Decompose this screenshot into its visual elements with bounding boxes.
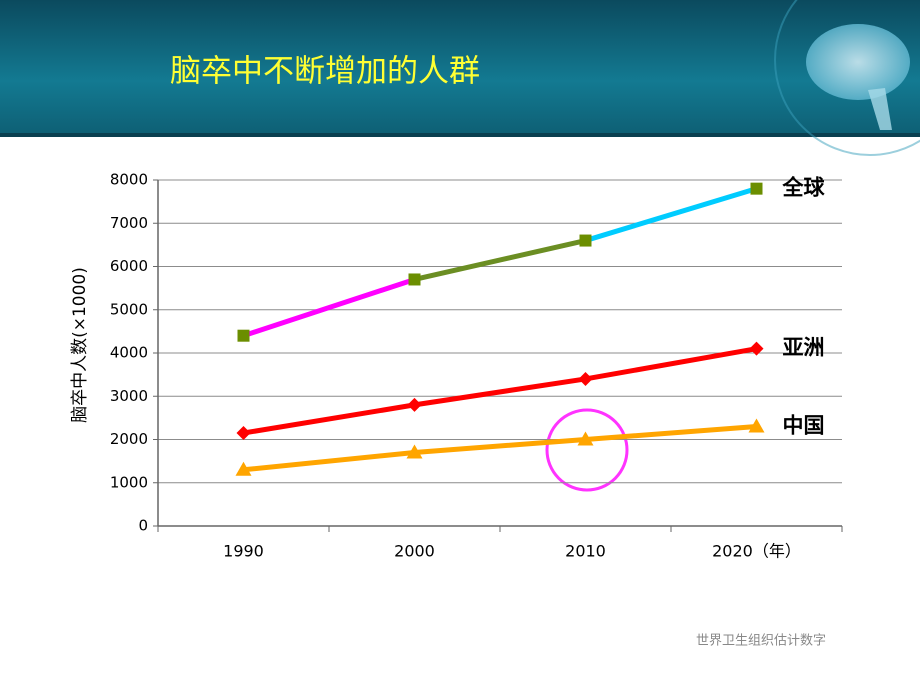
y-tick-label: 6000	[110, 257, 148, 275]
x-tick-label: 2010	[565, 542, 606, 561]
series-line	[243, 424, 757, 473]
series-line	[243, 346, 757, 436]
marker	[235, 461, 252, 476]
marker	[236, 426, 251, 441]
x-tick-label: 1990	[223, 542, 264, 561]
y-axis-label: 脑卒中人数(×1000)	[70, 267, 90, 423]
slide-title: 脑卒中不断增加的人群	[170, 54, 480, 90]
marker	[577, 431, 594, 446]
footnote: 世界卫生组织估计数字	[696, 634, 826, 649]
y-tick-label: 1000	[110, 473, 148, 491]
y-tick-label: 5000	[110, 300, 148, 318]
line-segment	[583, 186, 759, 244]
x-tick-label: 2000	[394, 542, 435, 561]
marker	[748, 418, 765, 433]
marker	[237, 329, 250, 342]
line-segment	[241, 276, 417, 339]
y-tick-label: 2000	[110, 430, 148, 448]
marker	[750, 182, 763, 195]
marker	[407, 397, 422, 412]
marker	[408, 273, 421, 286]
series-label: 中国	[783, 414, 825, 438]
decor-ring	[774, 0, 920, 156]
header-rule	[0, 133, 920, 137]
brain-stem	[868, 88, 892, 130]
marker	[406, 444, 423, 459]
x-tick-label: 2020（年）	[712, 542, 801, 561]
header-band	[0, 0, 920, 135]
y-tick-label: 8000	[110, 171, 148, 189]
marker	[578, 371, 593, 386]
highlight-circle	[545, 408, 629, 492]
marker	[579, 234, 592, 247]
y-tick-label: 7000	[110, 214, 148, 232]
line-segment	[412, 238, 588, 282]
brain-icon	[806, 24, 910, 100]
series-label: 亚洲	[783, 336, 825, 360]
y-tick-label: 4000	[110, 344, 148, 362]
series-label: 全球	[782, 176, 826, 200]
y-tick-label: 3000	[110, 387, 148, 405]
y-tick-label: 0	[138, 517, 148, 535]
marker	[749, 341, 764, 356]
